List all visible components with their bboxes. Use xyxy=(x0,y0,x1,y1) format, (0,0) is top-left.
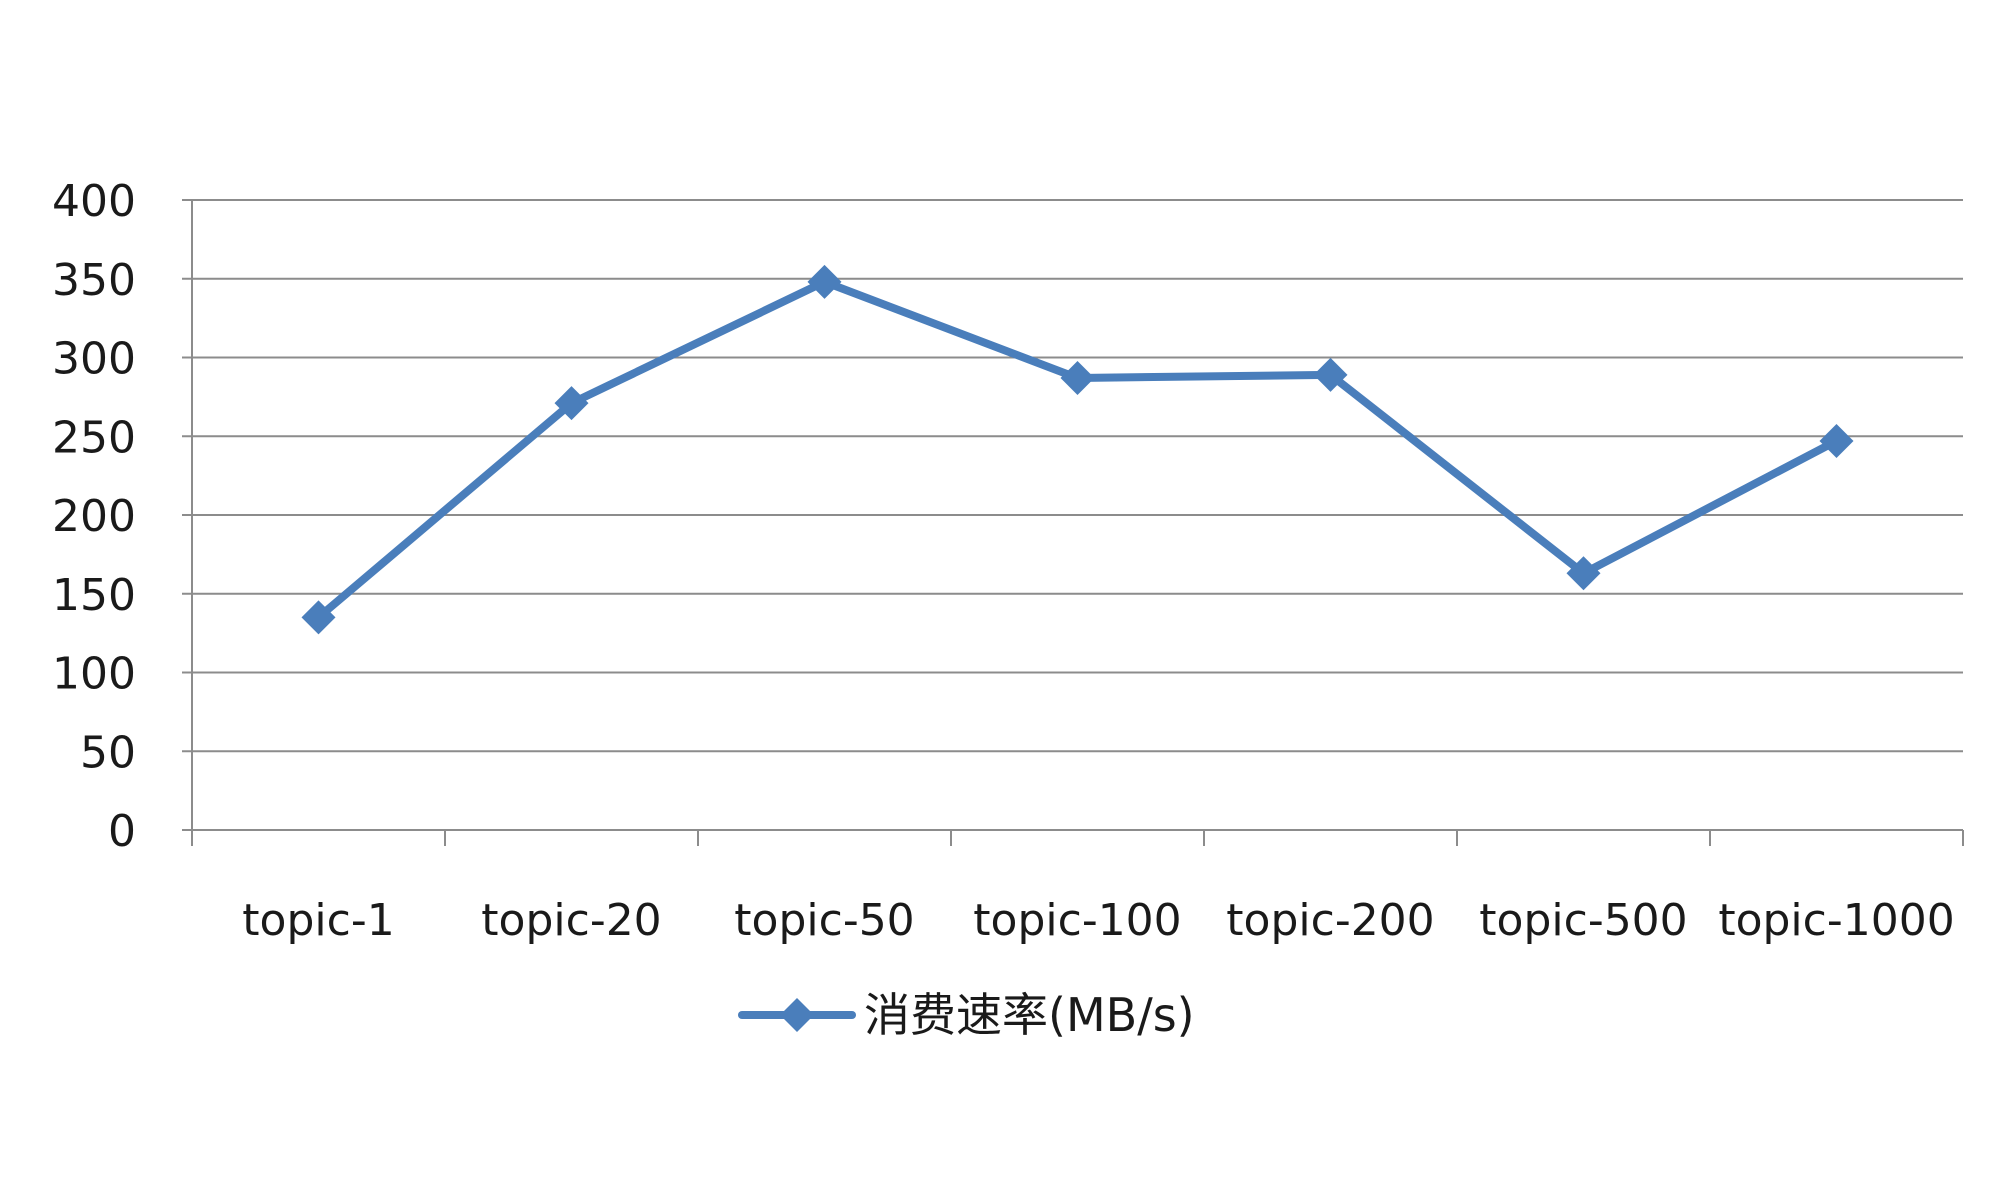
x-tick-label: topic-20 xyxy=(481,895,661,946)
y-tick-label: 250 xyxy=(52,412,136,463)
y-tick-label: 100 xyxy=(52,649,136,700)
x-tick-label: topic-1000 xyxy=(1718,895,1954,946)
x-tick-label: topic-1 xyxy=(242,895,394,946)
y-tick-label: 50 xyxy=(80,727,136,778)
data-point-marker xyxy=(807,264,842,299)
y-tick-labels: 0 50 100 150 200 250 300 350 400 xyxy=(52,176,136,857)
gridlines xyxy=(192,199,1963,831)
y-tick-label: 300 xyxy=(52,334,136,385)
legend-diamond-marker xyxy=(780,998,814,1032)
x-tick-label: topic-200 xyxy=(1226,895,1434,946)
y-tick-label: 400 xyxy=(52,176,136,227)
y-tick-label: 150 xyxy=(52,570,136,621)
data-point-marker xyxy=(1060,360,1095,395)
data-point-marker xyxy=(1819,423,1854,458)
x-tick-label: topic-50 xyxy=(734,895,914,946)
axes xyxy=(182,199,1964,846)
data-point-marker xyxy=(301,600,336,635)
legend: 消费速率(MB/s) xyxy=(738,988,1195,1042)
x-tick-label: topic-500 xyxy=(1479,895,1687,946)
data-point-marker xyxy=(554,386,589,421)
x-tick-label: topic-100 xyxy=(973,895,1181,946)
legend-label: 消费速率(MB/s) xyxy=(864,988,1195,1042)
y-tick-label: 200 xyxy=(52,491,136,542)
y-tick-label: 350 xyxy=(52,255,136,306)
y-tick-label: 0 xyxy=(108,806,136,857)
x-tick-labels: topic-1 topic-20 topic-50 topic-100 topic-20… xyxy=(242,895,1954,946)
data-point-marker xyxy=(1566,556,1601,591)
data-point-marker xyxy=(1313,357,1348,392)
series-line xyxy=(314,277,1841,622)
data-series xyxy=(301,264,1854,635)
